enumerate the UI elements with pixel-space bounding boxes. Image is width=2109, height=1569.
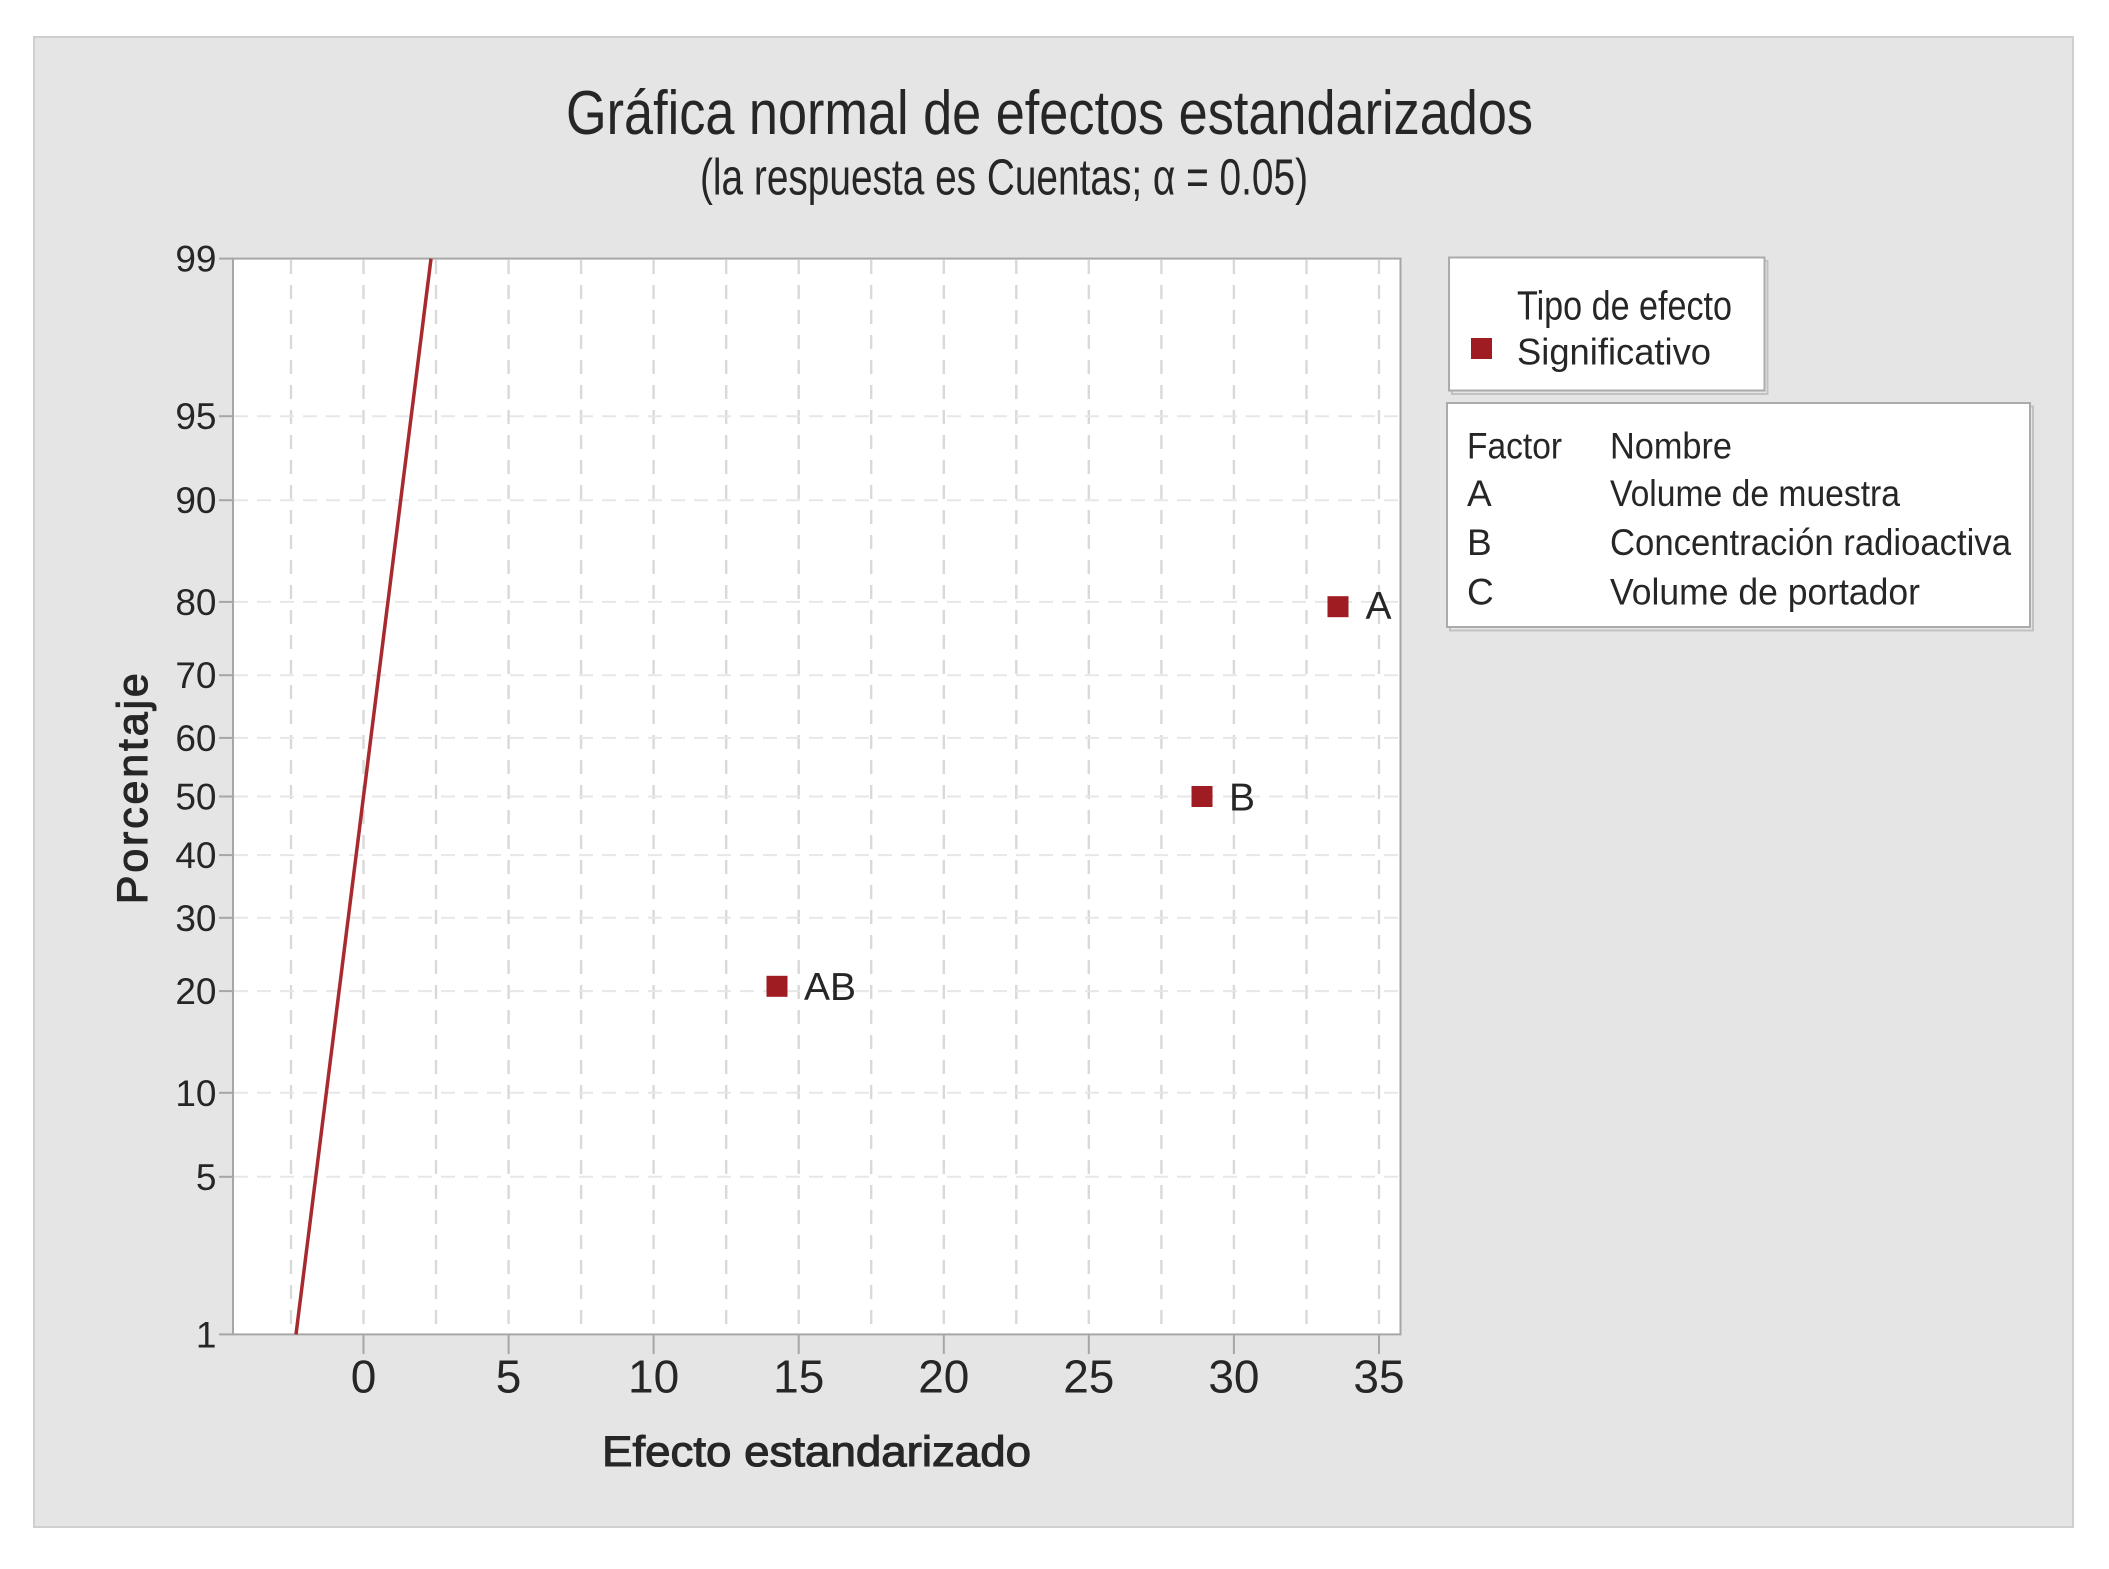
svg-text:B: B — [1229, 777, 1255, 820]
svg-text:A: A — [1366, 585, 1392, 628]
svg-text:B: B — [1467, 522, 1492, 563]
svg-text:20: 20 — [918, 1351, 969, 1403]
svg-text:20: 20 — [175, 971, 216, 1012]
svg-text:(la respuesta es Cuentas; α =: (la respuesta es Cuentas; α = 0.05) — [700, 149, 1308, 206]
svg-text:10: 10 — [628, 1351, 679, 1403]
svg-text:Efecto estandarizado: Efecto estandarizado — [602, 1428, 1031, 1476]
svg-text:15: 15 — [773, 1351, 824, 1403]
svg-text:C: C — [1467, 572, 1494, 613]
svg-text:50: 50 — [175, 777, 216, 818]
svg-text:30: 30 — [1208, 1351, 1259, 1403]
svg-text:Factor: Factor — [1467, 425, 1562, 466]
svg-text:A: A — [1467, 473, 1492, 514]
svg-text:Significativo: Significativo — [1517, 332, 1711, 373]
svg-text:30: 30 — [175, 898, 216, 939]
svg-text:25: 25 — [1063, 1351, 1114, 1403]
svg-text:Tipo de efecto: Tipo de efecto — [1517, 283, 1732, 329]
svg-text:Nombre: Nombre — [1610, 425, 1732, 466]
svg-text:Volume de portador: Volume de portador — [1610, 572, 1920, 613]
svg-text:70: 70 — [175, 655, 216, 696]
svg-text:AB: AB — [804, 966, 856, 1009]
svg-text:95: 95 — [175, 396, 216, 437]
svg-text:60: 60 — [175, 718, 216, 759]
svg-text:Volume de muestra: Volume de muestra — [1610, 473, 1900, 514]
svg-text:35: 35 — [1353, 1351, 1404, 1403]
svg-text:10: 10 — [175, 1073, 216, 1114]
svg-text:1: 1 — [196, 1314, 217, 1355]
svg-text:Porcentaje: Porcentaje — [109, 673, 157, 904]
svg-text:5: 5 — [196, 1157, 217, 1198]
svg-text:40: 40 — [175, 835, 216, 876]
svg-text:Gráfica normal de efectos esta: Gráfica normal de efectos estandarizados — [566, 79, 1533, 148]
svg-text:5: 5 — [496, 1351, 522, 1403]
svg-text:Concentración radioactiva: Concentración radioactiva — [1610, 522, 2011, 563]
svg-text:99: 99 — [175, 239, 216, 280]
svg-text:0: 0 — [351, 1351, 377, 1403]
svg-text:90: 90 — [175, 480, 216, 521]
svg-text:80: 80 — [175, 582, 216, 623]
